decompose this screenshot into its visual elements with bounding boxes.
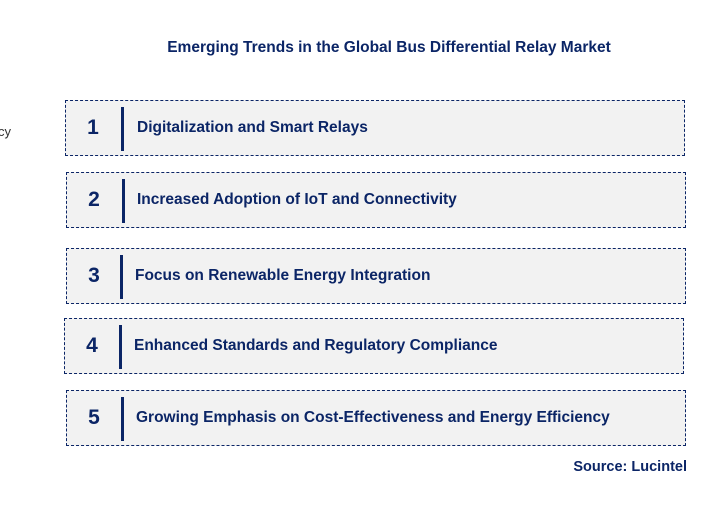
trend-item-5: 5 Growing Emphasis on Cost-Effectiveness…	[66, 390, 686, 446]
source-credit: Source: Lucintel	[573, 459, 687, 475]
diagram-title: Emerging Trends in the Global Bus Differ…	[167, 39, 611, 56]
trend-label: Increased Adoption of IoT and Connectivi…	[137, 191, 457, 208]
trend-number: 4	[86, 334, 98, 357]
trend-label: Digitalization and Smart Relays	[137, 119, 368, 136]
trend-number: 5	[88, 406, 100, 429]
trend-divider-bar	[121, 397, 124, 441]
trend-number: 1	[87, 116, 99, 139]
trend-item-2: 2 Increased Adoption of IoT and Connecti…	[66, 172, 686, 228]
trend-divider-bar	[119, 325, 122, 369]
cut-off-text-fragment: cy	[0, 124, 11, 139]
trend-number: 3	[88, 264, 100, 287]
trend-item-1: 1 Digitalization and Smart Relays	[65, 100, 685, 156]
trend-label: Growing Emphasis on Cost-Effectiveness a…	[136, 409, 610, 426]
trend-item-3: 3 Focus on Renewable Energy Integration	[66, 248, 686, 304]
trend-divider-bar	[121, 107, 124, 151]
trend-divider-bar	[122, 179, 125, 223]
trend-label: Focus on Renewable Energy Integration	[135, 267, 431, 284]
trend-divider-bar	[120, 255, 123, 299]
trend-item-4: 4 Enhanced Standards and Regulatory Comp…	[64, 318, 684, 374]
trend-label: Enhanced Standards and Regulatory Compli…	[134, 337, 498, 354]
trend-number: 2	[88, 188, 100, 211]
